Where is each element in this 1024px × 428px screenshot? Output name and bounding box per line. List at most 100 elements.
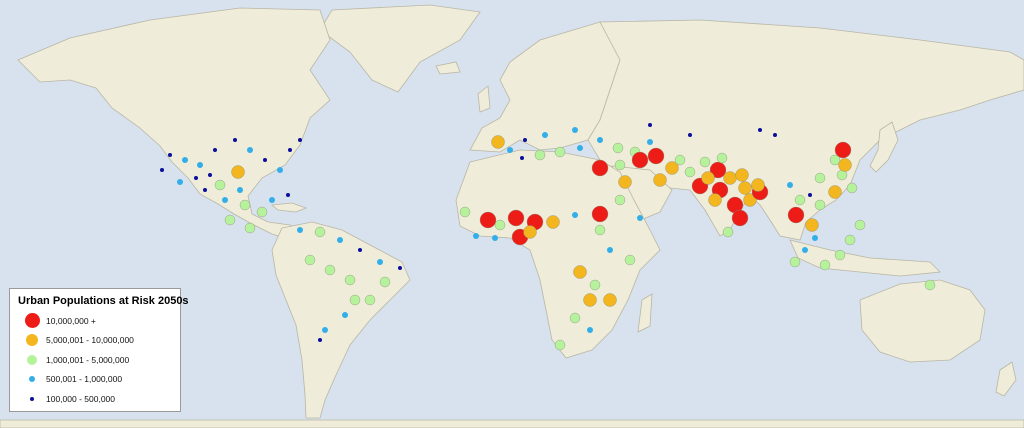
city-marker: [298, 138, 302, 142]
city-marker: [286, 193, 290, 197]
city-marker: [591, 205, 609, 223]
city-marker: [237, 187, 243, 193]
city-marker: [589, 279, 601, 291]
city-marker: [653, 173, 667, 187]
city-marker: [631, 151, 649, 169]
legend-swatch-orange-circle-icon: [26, 334, 38, 347]
city-marker: [647, 147, 665, 165]
city-marker: [637, 215, 643, 221]
city-marker: [738, 181, 752, 195]
city-marker: [377, 259, 383, 265]
city-marker: [523, 138, 527, 142]
city-marker: [587, 327, 593, 333]
legend-label: 500,001 - 1,000,000: [46, 374, 123, 385]
city-marker: [358, 248, 362, 252]
city-marker: [546, 215, 560, 229]
greenland: [319, 4, 481, 93]
city-marker: [492, 235, 498, 241]
city-marker: [324, 264, 336, 276]
city-marker: [805, 218, 819, 232]
cuba: [271, 202, 308, 213]
city-marker: [607, 247, 613, 253]
city-marker: [337, 237, 343, 243]
uk: [477, 85, 491, 113]
city-marker: [838, 158, 852, 172]
city-marker: [814, 172, 826, 184]
city-marker: [213, 148, 217, 152]
city-marker: [684, 166, 696, 178]
city-marker: [269, 197, 275, 203]
city-marker: [318, 338, 322, 342]
legend-swatch-navy-dot-icon: [30, 396, 34, 401]
city-marker: [614, 194, 626, 206]
city-marker: [594, 224, 606, 236]
city-marker: [203, 188, 207, 192]
legend-label: 10,000,000 +: [46, 315, 96, 326]
legend-row-10m-plus: 10,000,000 +: [18, 311, 174, 331]
city-marker: [846, 182, 858, 194]
city-marker: [208, 173, 212, 177]
city-marker: [322, 327, 328, 333]
city-marker: [542, 132, 548, 138]
city-marker: [789, 256, 801, 268]
city-marker: [751, 178, 765, 192]
city-marker: [665, 161, 679, 175]
city-marker: [614, 159, 626, 171]
city-marker: [854, 219, 866, 231]
legend-row-5m-10m: 5,000,001 - 10,000,000: [18, 331, 174, 351]
city-marker: [194, 176, 198, 180]
city-marker: [814, 199, 826, 211]
city-marker: [618, 175, 632, 189]
city-marker: [612, 142, 624, 154]
city-marker: [160, 168, 164, 172]
legend-row-500k-1m: 500,001 - 1,000,000: [18, 370, 174, 390]
city-marker: [624, 254, 636, 266]
city-marker: [648, 123, 652, 127]
city-marker: [231, 165, 245, 179]
city-marker: [802, 247, 808, 253]
city-marker: [554, 146, 566, 158]
city-marker: [398, 266, 402, 270]
city-marker: [342, 312, 348, 318]
city-marker: [743, 193, 757, 207]
city-marker: [787, 206, 805, 224]
city-marker: [297, 227, 303, 233]
city-marker: [722, 226, 734, 238]
city-marker: [699, 156, 711, 168]
city-marker: [603, 293, 617, 307]
city-marker: [214, 179, 226, 191]
city-marker: [828, 185, 842, 199]
city-marker: [224, 214, 236, 226]
city-marker: [701, 171, 715, 185]
city-marker: [674, 154, 686, 166]
city-marker: [758, 128, 762, 132]
city-marker: [459, 206, 471, 218]
city-markers: [160, 123, 936, 351]
city-marker: [256, 206, 268, 218]
city-marker: [709, 161, 727, 179]
city-marker: [572, 127, 578, 133]
city-marker: [344, 274, 356, 286]
city-marker: [597, 137, 603, 143]
city-marker: [591, 159, 609, 177]
legend: Urban Populations at Risk 2050s 10,000,0…: [9, 288, 189, 412]
city-marker: [773, 133, 777, 137]
city-marker: [794, 194, 806, 206]
city-marker: [534, 149, 546, 161]
legend-swatch-red-large-circle-icon: [24, 313, 40, 329]
city-marker: [244, 222, 256, 234]
city-marker: [304, 254, 316, 266]
legend-swatch-green-circle-icon: [27, 354, 37, 365]
city-marker: [507, 209, 525, 227]
legend-label: 100,000 - 500,000: [46, 393, 116, 404]
iceland: [435, 61, 461, 75]
city-marker: [177, 179, 183, 185]
city-marker: [577, 145, 583, 151]
city-marker: [572, 212, 578, 218]
new-zealand: [995, 361, 1017, 397]
city-marker: [554, 339, 566, 351]
legend-title: Urban Populations at Risk 2050s: [18, 295, 189, 307]
city-marker: [647, 139, 653, 145]
japan: [869, 121, 899, 173]
